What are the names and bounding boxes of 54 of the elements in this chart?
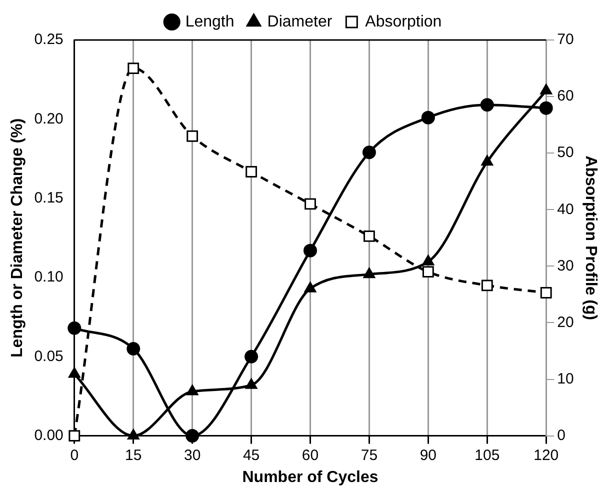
point bbox=[126, 342, 140, 356]
point bbox=[539, 101, 553, 115]
y-tick-label: 0.15 bbox=[34, 189, 64, 206]
y2-tick-label: 60 bbox=[557, 88, 574, 105]
x-tick-label: 120 bbox=[534, 446, 559, 464]
y2-tick-label: 70 bbox=[557, 31, 574, 48]
point bbox=[422, 266, 434, 278]
legend-label: Absorption bbox=[365, 13, 442, 30]
legend-label: Length bbox=[185, 13, 234, 30]
y-tick-label: 0.05 bbox=[34, 348, 64, 365]
point bbox=[481, 155, 494, 166]
point bbox=[540, 287, 552, 298]
legend-label: Diameter bbox=[267, 13, 333, 30]
point bbox=[245, 378, 258, 389]
point bbox=[480, 98, 494, 112]
point bbox=[304, 198, 316, 210]
point bbox=[364, 230, 375, 242]
point bbox=[68, 321, 82, 335]
point bbox=[68, 367, 80, 378]
point bbox=[186, 130, 198, 142]
point bbox=[363, 268, 376, 278]
y2-axis-title: Absorption Profile (g) bbox=[582, 156, 599, 320]
x-tick-label: 45 bbox=[242, 446, 260, 464]
x-tick-label: 90 bbox=[420, 446, 437, 464]
y2-tick-label: 20 bbox=[557, 314, 574, 331]
x-tick-label: 0 bbox=[70, 446, 79, 464]
y-tick-label: 0.20 bbox=[34, 110, 64, 128]
y2-tick-label: 50 bbox=[557, 144, 574, 162]
point bbox=[421, 110, 435, 124]
x-tick-label: 15 bbox=[125, 446, 142, 464]
point bbox=[186, 384, 198, 396]
x-tick-label: 75 bbox=[360, 446, 378, 464]
y-tick-label: 0.00 bbox=[34, 426, 64, 444]
x-tick-label: 30 bbox=[184, 446, 201, 464]
point bbox=[362, 146, 376, 160]
point bbox=[246, 166, 257, 178]
x-tick-label: 60 bbox=[302, 446, 319, 464]
point bbox=[304, 244, 318, 258]
point bbox=[422, 254, 434, 266]
y-axis-title: Length or Diameter Change (%) bbox=[9, 118, 26, 358]
y2-tick-label: 0 bbox=[557, 426, 566, 444]
point bbox=[127, 429, 140, 440]
point bbox=[304, 282, 316, 292]
point bbox=[244, 350, 258, 364]
x-axis-title: Number of Cycles bbox=[242, 468, 378, 486]
y-tick-label: 0.25 bbox=[34, 31, 64, 48]
point bbox=[68, 430, 80, 442]
x-tick-label: 105 bbox=[474, 446, 500, 464]
y2-tick-label: 30 bbox=[557, 257, 574, 274]
y2-tick-label: 40 bbox=[557, 200, 574, 218]
y-tick-label: 0.10 bbox=[34, 268, 64, 286]
point bbox=[128, 62, 140, 74]
y2-tick-label: 10 bbox=[557, 370, 574, 388]
point bbox=[481, 280, 493, 292]
